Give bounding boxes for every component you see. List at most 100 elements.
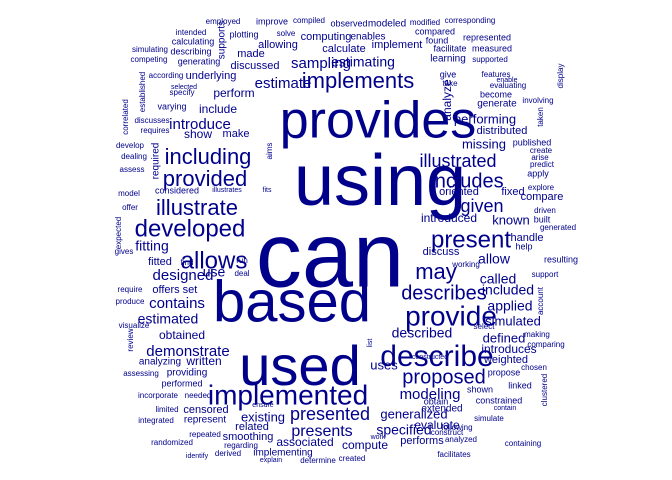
word-contain: contain [494,405,517,412]
word-requires: requires [141,126,170,135]
word-observed: observed [330,18,367,28]
word-performing: performing [454,111,516,126]
word-aims: aims [265,143,274,160]
word-distributed: distributed [477,125,528,137]
word-given: given [460,196,503,216]
word-compared: compared [415,26,455,36]
word-derived: derived [215,449,241,458]
word-improve: improve [256,16,288,26]
word-fitting: fitting [135,238,168,254]
word-enable: enable [496,77,517,84]
word-developed: developed [135,215,246,242]
word-expected: expected [114,217,123,249]
word-found: found [426,35,449,45]
word-show: show [184,127,212,141]
word-modeled: modeled [368,19,406,30]
word-take: take [442,79,458,88]
word-performs: performs [400,435,444,447]
word-following: following [441,423,472,432]
word-constrained: constrained [476,395,523,405]
word-compute: compute [342,438,388,452]
word-generalized: generalized [380,406,447,421]
word-implemented: implemented [208,379,368,410]
word-arise: arise [531,153,549,162]
word-calculating: calculating [172,36,215,46]
word-randomized: randomized [151,438,193,447]
word-using: using [294,141,466,221]
word-based: based [213,269,371,334]
word-propose: propose [488,367,521,377]
word-measured: measured [472,43,512,53]
word-review: review [126,328,135,351]
word-according: according [149,71,184,80]
word-estimate: estimate [255,75,312,92]
word-weighted: weighted [483,354,528,366]
word-contains: contains [149,295,205,312]
word-describes: describes [401,282,487,304]
word-list: list [367,339,374,348]
word-allow: allow [478,251,511,267]
word-learning: learning [430,54,466,65]
word-associated: associated [276,435,333,449]
word-evaluate: evaluate [414,418,460,432]
word-created: created [339,454,366,463]
word-comparing: comparing [527,340,564,349]
word-linked: linked [508,380,532,390]
word-discussed: discussed [231,60,280,72]
word-give: give [440,69,457,79]
word-integrated: integrated [138,416,174,425]
word-predict: predict [530,160,555,169]
word-designed: designed [153,267,214,284]
word-represented: represented [463,32,511,42]
word-fixed: fixed [501,186,524,198]
word-ensure: ensure [252,402,274,409]
word-uses: uses [370,357,398,372]
word-censored: censored [183,404,228,416]
word-presented: presented [290,404,370,424]
word-supports: supports [217,21,228,59]
word-established: established [138,72,147,112]
word-applied: applied [487,298,532,314]
word-driven: driven [534,206,556,215]
word-modified: modified [410,18,440,27]
word-explore: explore [528,183,555,192]
word-dealing: dealing [121,152,147,161]
word-display: display [556,64,565,89]
word-specified: specified [376,422,431,438]
word-construct: construct [431,428,464,437]
word-include: include [199,102,237,116]
word-allows: allows [181,247,248,274]
word-sampling: sampling [291,55,351,72]
word-defined: defined [483,330,526,345]
word-built: built [534,214,551,224]
word-analyze: analyze [440,79,454,121]
word-written: written [185,354,221,368]
word-represent: represent [184,415,226,426]
word-varying: varying [157,101,186,111]
word-create: create [530,146,553,155]
word-obtain: obtain [424,396,449,406]
word-compiled: compiled [293,16,325,25]
word-help: help [515,241,532,251]
word-facilitates: facilitates [437,450,470,459]
word-support: support [532,270,559,279]
word-visualize: visualize [119,321,150,330]
word-made: made [237,48,265,60]
word-resulting: resulting [544,254,578,264]
word-apply: apply [527,168,549,178]
word-select: select [474,322,496,331]
word-smoothing: smoothing [223,431,274,443]
word-analyzing: analyzing [139,357,181,368]
word-limited: limited [155,405,178,414]
word-develop: develop [116,141,145,150]
word-called: called [480,271,517,287]
word-used: used [239,334,360,397]
word-present: present [431,226,511,253]
word-handle: handle [510,232,543,244]
word-perform: perform [213,86,254,100]
word-containing: containing [505,439,541,448]
word-describing: describing [170,46,211,56]
word-chosen: chosen [521,363,547,372]
word-features: features [482,70,511,79]
